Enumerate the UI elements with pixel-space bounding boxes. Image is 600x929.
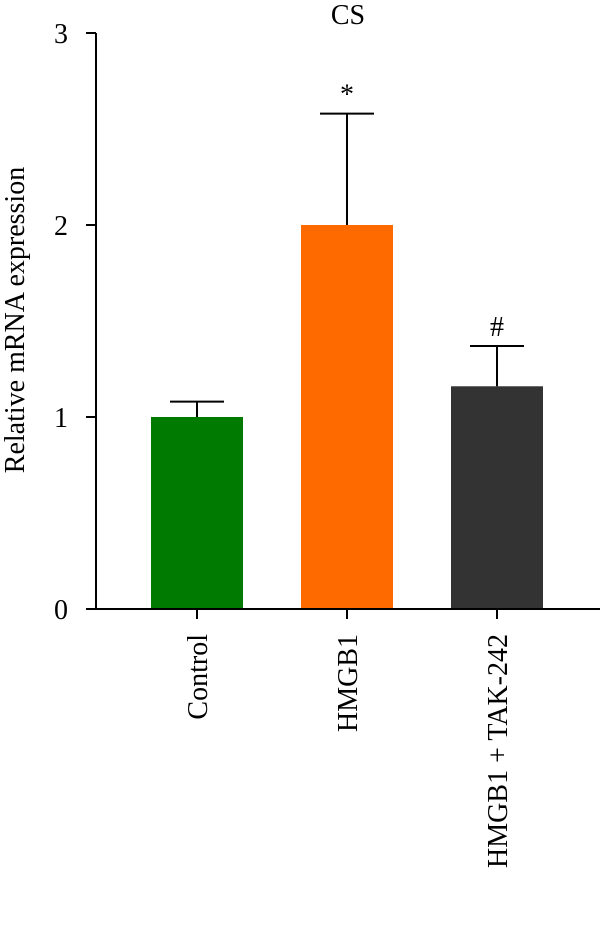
x-tick-label: HMGB1 + TAK-242 [483, 634, 514, 868]
x-axis: Control HMGB1 HMGB1 + TAK-242 [96, 608, 600, 868]
y-tick-label: 2 [54, 211, 68, 242]
bar [451, 386, 543, 609]
x-tick-label: Control [183, 634, 214, 720]
chart-title: CS [331, 0, 365, 31]
significance-marker: # [490, 312, 504, 343]
y-tick-label: 1 [54, 403, 68, 434]
bar [301, 225, 393, 609]
bar [151, 417, 243, 609]
x-tick-label: HMGB1 [333, 634, 364, 732]
bars: *# [151, 80, 543, 609]
y-axis: 0 1 2 3 [54, 19, 97, 626]
y-axis-title: Relative mRNA expression [0, 167, 31, 473]
y-tick-label: 3 [54, 19, 68, 50]
significance-marker: * [340, 80, 354, 111]
y-tick-label: 0 [54, 595, 68, 626]
